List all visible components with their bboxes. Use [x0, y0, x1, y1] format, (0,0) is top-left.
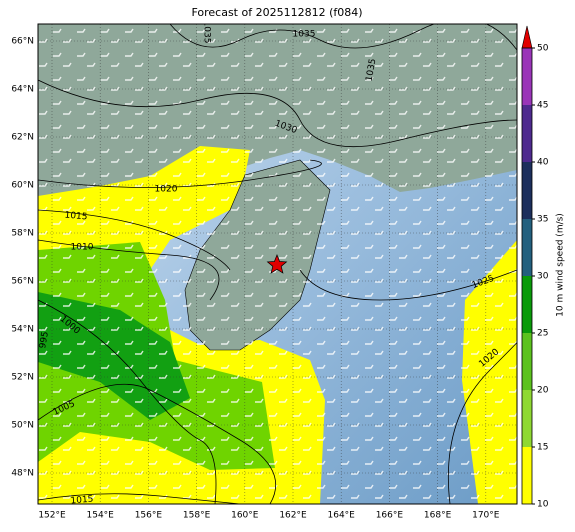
contour-label: 1035 — [202, 21, 212, 44]
colorbar-tick-label: 30 — [537, 272, 549, 282]
lat-label: 52°N — [11, 373, 34, 383]
colorbar-segment — [522, 447, 532, 504]
lon-label: 164°E — [328, 511, 356, 521]
colorbar-segment — [522, 390, 532, 447]
isobar — [38, 209, 231, 271]
lat-label: 56°N — [11, 277, 34, 287]
colorbar-segment — [522, 219, 532, 276]
colorbar-segment — [522, 162, 532, 219]
lon-label: 168°E — [424, 511, 452, 521]
lat-label: 66°N — [11, 37, 34, 47]
lat-label: 62°N — [11, 133, 34, 143]
isobar — [38, 79, 517, 148]
isobar — [38, 239, 220, 301]
colorbar-segment — [522, 105, 532, 162]
contour-label: 1015 — [70, 495, 94, 507]
colorbar-tick-label: 40 — [537, 158, 549, 168]
colorbar-label: 10 m wind speed (m/s) — [556, 213, 566, 317]
isobar — [38, 493, 241, 504]
colorbar-tick-label: 50 — [537, 44, 549, 54]
colorbar-tick-label: 10 — [537, 500, 549, 510]
colorbar-segment — [522, 333, 532, 390]
isobar — [38, 159, 322, 188]
contour-label: 1035 — [293, 30, 316, 40]
lat-label: 48°N — [11, 469, 34, 479]
colorbar-tick-label: 15 — [537, 443, 548, 453]
lat-label: 50°N — [11, 421, 34, 431]
star-marker — [266, 254, 288, 274]
lat-label: 58°N — [11, 229, 34, 239]
lat-label: 64°N — [11, 85, 34, 95]
colorbar: 10 15 20 25 30 35 40 45 50 10 m wind speed (m/s) — [521, 25, 566, 510]
graticule — [38, 24, 517, 504]
lon-label: 152°E — [38, 511, 66, 521]
isobar — [299, 269, 517, 301]
colorbar-tick-label: 45 — [537, 101, 548, 111]
colorbar-segment — [522, 48, 532, 105]
lon-label: 166°E — [376, 511, 404, 521]
colorbar-tick-label: 20 — [537, 386, 549, 396]
contour-label: 1010 — [71, 243, 94, 253]
colorbar-tick-label: 35 — [537, 215, 548, 225]
title: Forecast of 2025112812 (f084) — [191, 6, 362, 19]
isobar — [169, 24, 517, 51]
isobar — [38, 299, 217, 504]
lon-label: 156°E — [135, 511, 163, 521]
lon-label: 158°E — [183, 511, 211, 521]
axes: 48°N 50°N 52°N 54°N 56°N 58°N 60°N 62°N 64°N 66°N… — [11, 37, 499, 521]
lon-label: 162°E — [279, 511, 307, 521]
lon-label: 170°E — [472, 511, 500, 521]
colorbar-segment — [522, 276, 532, 333]
contour-label: 995 — [38, 331, 51, 350]
contour-label: 1020 — [155, 185, 178, 195]
lat-label: 60°N — [11, 181, 34, 191]
colorbar-tick-label: 25 — [537, 329, 548, 339]
lon-label: 160°E — [231, 511, 259, 521]
map-area: 1035 103510351030102010151010100099510051… — [38, 21, 517, 507]
lat-label: 54°N — [11, 325, 34, 335]
isobar — [447, 339, 517, 504]
contour-label: 1015 — [64, 211, 88, 223]
contour-label: 1035 — [365, 58, 379, 82]
isobar — [38, 383, 277, 504]
colorbar-extend — [521, 25, 533, 49]
lon-label: 154°E — [87, 511, 115, 521]
map-frame — [37, 23, 518, 505]
